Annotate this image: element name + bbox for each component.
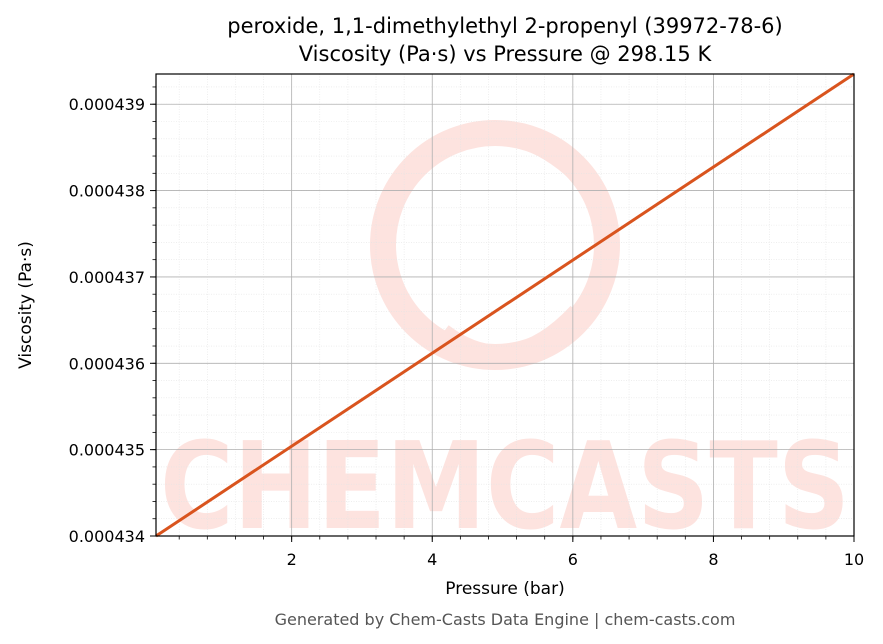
watermark-logo-icon: [370, 120, 620, 370]
x-tick-label: 8: [708, 550, 718, 569]
y-axis-ticks: 0.000434 0.000435 0.000436 0.000437 0.000438…: [69, 86, 156, 546]
series-group: [155, 72, 855, 538]
chart-title-line2: Viscosity (Pa·s) vs Pressure @ 298.15 K: [299, 42, 713, 66]
y-tick-label: 0.000437: [69, 268, 145, 287]
x-axis-label: Pressure (bar): [445, 579, 564, 599]
watermark-text: CHEMCASTS: [160, 418, 850, 557]
watermark: CHEMCASTS: [160, 120, 850, 557]
y-tick-label: 0.000438: [69, 182, 145, 201]
series-line: [155, 72, 855, 538]
y-tick-label: 0.000435: [69, 441, 145, 460]
plot-frame: [155, 73, 855, 537]
x-tick-label: 10: [844, 550, 864, 569]
x-tick-label: 2: [287, 550, 297, 569]
x-axis-ticks: 2 4 6 8 10: [178, 536, 864, 569]
chart-title-line1: peroxide, 1,1-dimethylethyl 2-propenyl (…: [227, 14, 782, 38]
x-tick-label: 4: [427, 550, 437, 569]
y-tick-label: 0.000436: [69, 354, 145, 373]
y-tick-label: 0.000439: [69, 95, 145, 114]
footer-credit: Generated by Chem-Casts Data Engine | ch…: [275, 610, 736, 629]
y-axis-label: Viscosity (Pa·s): [16, 241, 36, 369]
y-tick-label: 0.000434: [69, 527, 145, 546]
x-tick-label: 6: [568, 550, 578, 569]
